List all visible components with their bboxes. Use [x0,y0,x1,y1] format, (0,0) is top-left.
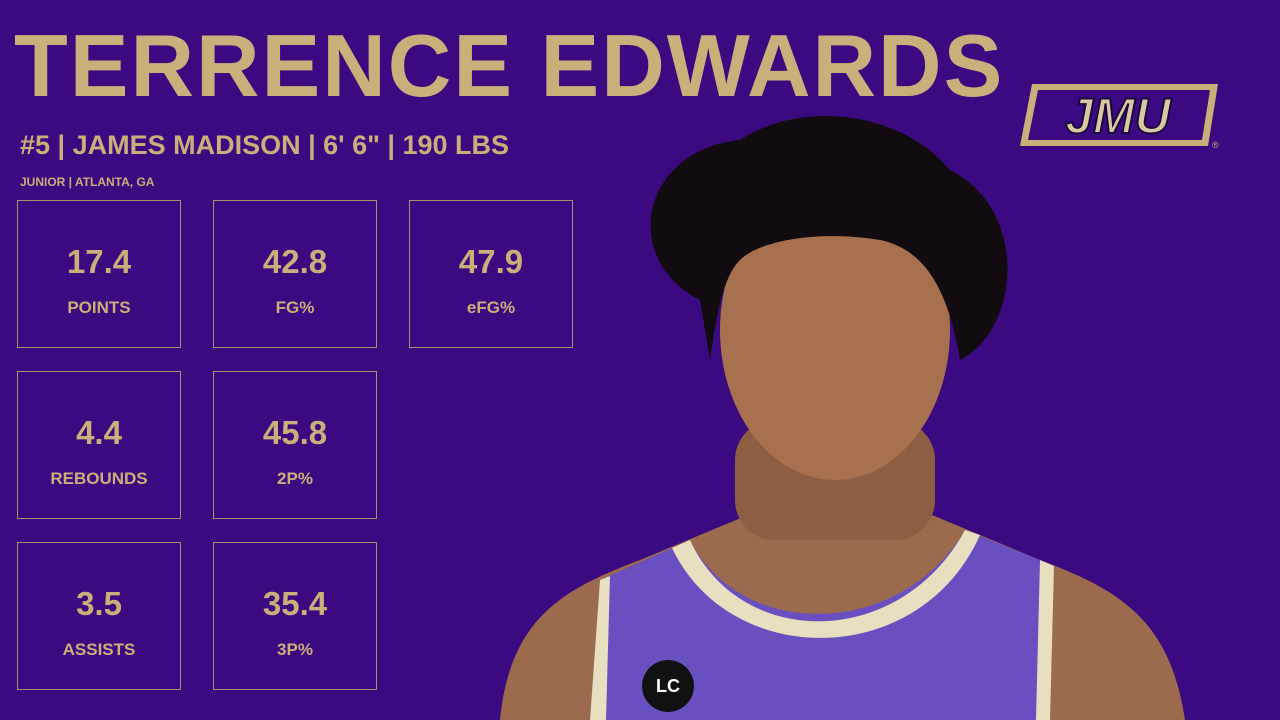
stat-label: POINTS [67,298,131,317]
stat-box: 42.8 FG% [213,200,377,348]
stat-value: 3.5 [76,585,122,622]
logo: JMU ® [1020,84,1219,150]
stat-box: 3.5 ASSISTS [17,542,181,690]
stat-label: FG% [275,298,315,317]
player-name: TERRENCE EDWARDS [14,16,1005,115]
stat-value: 45.8 [262,414,328,451]
player-info: #5 | JAMES MADISON | 6' 6" | 190 LBS [20,130,510,160]
stat-box: 4.4 REBOUNDS [17,371,181,519]
logo-mark: ® [1212,140,1219,150]
stat-label: ASSISTS [62,640,136,659]
stat-box: 45.8 2P% [213,371,377,519]
stat-label: 2P% [277,469,313,488]
stat-label: 3P% [277,640,313,659]
stat-box: 17.4 POINTS [17,200,181,348]
player-photo: LC [500,116,1185,720]
stat-value: 42.8 [262,243,328,280]
jersey-patch: LC [656,676,680,696]
stat-label: eFG% [466,298,516,317]
player-subinfo: JUNIOR | ATLANTA, GA [20,175,155,189]
stat-box: 35.4 3P% [213,542,377,690]
stat-label: REBOUNDS [50,469,148,488]
stat-value: 35.4 [262,585,328,622]
stat-value: 17.4 [66,243,132,280]
stat-value: 47.9 [458,243,524,280]
stat-box: 47.9 eFG% [409,200,573,348]
logo-text: JMU [1065,88,1172,144]
stat-value: 4.4 [76,414,122,451]
